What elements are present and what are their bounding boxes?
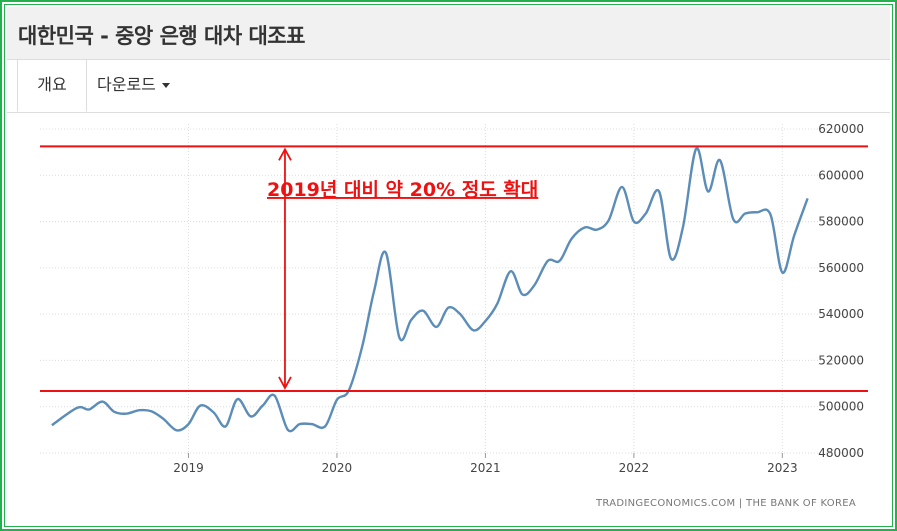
- y-tick-label: 500000: [818, 400, 864, 414]
- series-line: [51, 147, 809, 433]
- tab-download-label: 다운로드: [97, 75, 156, 94]
- y-tick-label: 620000: [818, 122, 864, 136]
- arrow-head-down-icon: [278, 376, 292, 390]
- source-credit: TRADINGECONOMICS.COM | THE BANK OF KOREA: [595, 498, 856, 509]
- page-title: 대한민국 - 중앙 은행 대차 대조표: [18, 24, 305, 48]
- title-bar: 대한민국 - 중앙 은행 대차 대조표: [7, 7, 890, 60]
- tab-bar: 개요 다운로드: [7, 60, 890, 113]
- x-tick-label: 2021: [470, 461, 501, 475]
- y-tick-label: 560000: [818, 261, 864, 275]
- y-tick-label: 580000: [818, 215, 864, 229]
- chart-panel-inner-border: [4, 4, 893, 527]
- y-tick-label: 540000: [818, 307, 864, 321]
- y-tick-label: 520000: [818, 353, 864, 367]
- tab-overview-label: 개요: [37, 75, 67, 94]
- arrow-head-up-icon: [278, 147, 292, 161]
- x-tick-label: 2020: [322, 461, 353, 475]
- y-tick-label: 600000: [818, 168, 864, 182]
- tab-download[interactable]: 다운로드: [97, 60, 170, 112]
- x-tick-label: 2022: [619, 461, 650, 475]
- caret-down-icon: [161, 83, 170, 88]
- tab-overview[interactable]: 개요: [17, 60, 87, 112]
- y-tick-label: 480000: [818, 446, 864, 460]
- x-tick-label: 2019: [173, 461, 204, 475]
- annotation-label: 2019년 대비 약 20% 정도 확대: [267, 178, 538, 201]
- x-tick-label: 2023: [767, 461, 798, 475]
